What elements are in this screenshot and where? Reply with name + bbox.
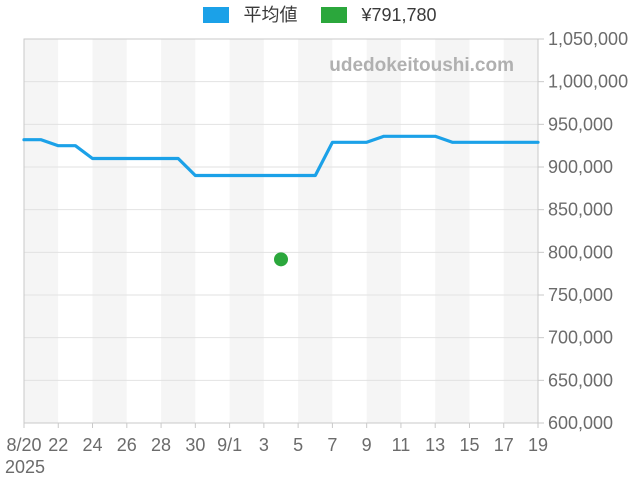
y-tick-label: 1,000,000 — [548, 72, 628, 92]
plot-stripe — [263, 39, 299, 423]
x-tick-label: 8/20 — [6, 435, 41, 455]
current-price-swatch — [321, 7, 348, 23]
x-tick-label: 24 — [83, 435, 103, 455]
plot-stripe — [332, 39, 367, 423]
legend-item-average: 平均値 — [203, 6, 297, 24]
current-price-point — [274, 252, 288, 267]
y-tick-label: 950,000 — [548, 114, 613, 134]
plot-stripe — [24, 39, 59, 423]
plot-stripe — [92, 39, 127, 423]
x-tick-label: 28 — [151, 435, 171, 455]
average-series-swatch — [203, 7, 230, 23]
plot-stripe — [503, 39, 538, 423]
x-tick-label: 19 — [528, 435, 548, 455]
chart-legend: 平均値 ¥791,780 — [0, 6, 640, 24]
y-tick-label: 750,000 — [548, 285, 613, 305]
average-price-line — [22, 134, 540, 178]
legend-item-current-price: ¥791,780 — [321, 5, 437, 25]
x-tick-label: 11 — [392, 435, 411, 455]
plot-stripe — [126, 39, 162, 423]
x-tick-label: 13 — [425, 435, 445, 455]
current-price-label: ¥791,780 — [361, 5, 437, 25]
x-tick-label: 9 — [362, 435, 372, 455]
plot-stripe — [435, 39, 470, 423]
x-tick-label: 7 — [327, 435, 337, 455]
plot-stripe — [469, 39, 504, 423]
x-tick-label: 30 — [185, 435, 205, 455]
plot-stripe — [161, 39, 196, 423]
plot-stripe — [229, 39, 264, 423]
plot-stripe — [195, 39, 230, 423]
x-tick-label: 5 — [293, 435, 303, 455]
watermark: udedokeitoushi.com — [329, 55, 514, 76]
average-series-label: 平均値 — [243, 5, 298, 25]
plot-border — [23, 38, 539, 424]
y-tick-label: 900,000 — [548, 157, 613, 177]
x-tick-label: 9/1 — [217, 435, 242, 455]
plot-stripe — [58, 39, 93, 423]
x-tick-label: 22 — [48, 435, 68, 455]
y-tick-label: 800,000 — [548, 242, 613, 262]
y-tick-label: 850,000 — [548, 200, 613, 220]
y-tick-label: 700,000 — [548, 328, 613, 348]
plot-stripe — [400, 39, 436, 423]
x-tick-label: 3 — [259, 435, 269, 455]
plot-stripe — [298, 39, 333, 423]
x-axis-year-label: 2025 — [5, 457, 45, 477]
x-tick-label: 26 — [117, 435, 137, 455]
y-tick-label: 650,000 — [548, 370, 613, 390]
x-tick-label: 17 — [494, 435, 514, 455]
plot-stripe — [366, 39, 401, 423]
x-tick-label: 15 — [459, 435, 479, 455]
y-tick-label: 1,050,000 — [548, 29, 628, 49]
y-tick-label: 600,000 — [548, 413, 613, 433]
